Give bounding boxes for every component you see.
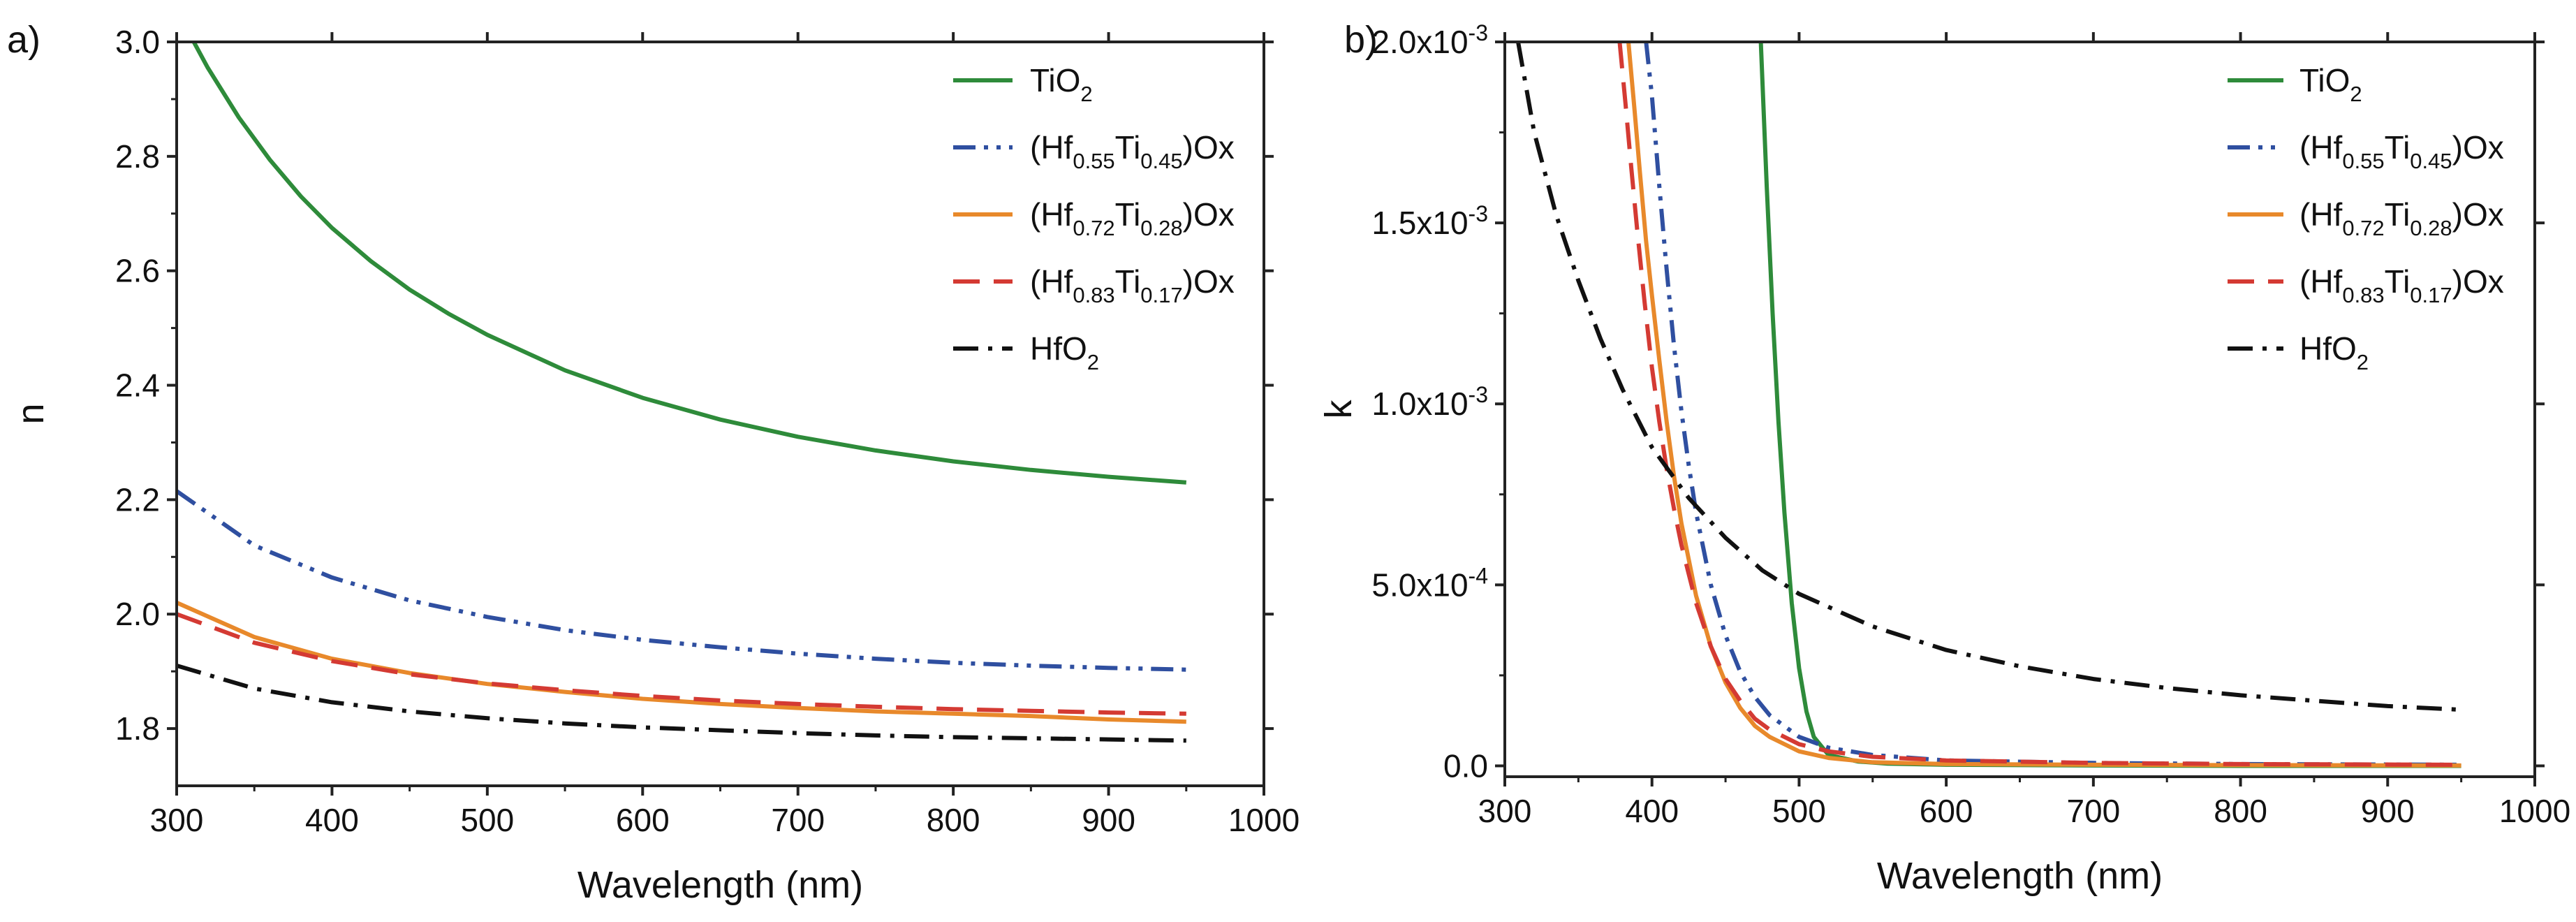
- panel-label: a): [7, 19, 41, 61]
- y-tick-label: 2.8: [115, 138, 160, 175]
- series-group: [1516, 42, 2461, 768]
- series-line: [177, 601, 1186, 724]
- legend: TiO2 (Hf0.55Ti0.45)Ox (Hf0.72Ti0.28)Ox (Hf0…: [2228, 62, 2504, 374]
- y-axis-label: n: [10, 403, 52, 424]
- x-tick-label: 900: [2361, 793, 2415, 829]
- y-tick-label: 1.5x10-3: [1371, 201, 1488, 241]
- legend-entry: TiO2: [1030, 62, 1093, 106]
- y-tick-label: 1.0x10-3: [1371, 382, 1488, 422]
- x-tick-label: 900: [1082, 802, 1135, 838]
- x-tick-label: 500: [1772, 793, 1826, 829]
- legend-entry: HfO2: [2299, 330, 2369, 374]
- y-tick-label: 5.0x10-4: [1371, 563, 1488, 603]
- panel-label: b): [1344, 19, 1378, 61]
- y-tick-label: 1.8: [115, 710, 160, 747]
- y-tick-label: 2.2: [115, 481, 160, 518]
- x-tick-label: 600: [616, 802, 670, 838]
- y-tick-label: 2.0: [115, 596, 160, 632]
- legend: TiO2 (Hf0.55Ti0.45)Ox (Hf0.72Ti0.28)Ox (Hf0…: [953, 62, 1235, 374]
- legend-entry: (Hf0.72Ti0.28)Ox: [1030, 196, 1235, 240]
- series-group: [177, 42, 1187, 743]
- x-tick-label: 300: [1478, 793, 1532, 829]
- series-line: [1617, 42, 2461, 767]
- legend-entry: (Hf0.83Ti0.17)Ox: [2299, 263, 2504, 307]
- x-tick-label: 300: [150, 802, 204, 838]
- x-tick-label: 1000: [1228, 802, 1300, 838]
- series-line: [177, 612, 1186, 716]
- legend-entry: (Hf0.55Ti0.45)Ox: [2299, 129, 2504, 173]
- x-tick-label: 700: [771, 802, 825, 838]
- x-tick-label: 1000: [2499, 793, 2570, 829]
- legend-entry: (Hf0.72Ti0.28)Ox: [2299, 196, 2504, 240]
- x-tick-label: 800: [927, 802, 980, 838]
- series-line: [1644, 42, 2461, 767]
- x-tick-label: 500: [460, 802, 514, 838]
- series-line: [177, 664, 1186, 743]
- x-tick-label: 700: [2066, 793, 2120, 829]
- legend-entry: TiO2: [2299, 62, 2362, 106]
- y-tick-label: 2.4: [115, 367, 160, 404]
- legend-entry: (Hf0.55Ti0.45)Ox: [1030, 129, 1235, 173]
- x-axis-label: Wavelength (nm): [1877, 855, 2163, 897]
- legend-entry: HfO2: [1030, 330, 1099, 374]
- x-tick-label: 800: [2214, 793, 2267, 829]
- x-tick-label: 600: [1920, 793, 1973, 829]
- y-tick-label: 3.0: [115, 24, 160, 60]
- x-tick-label: 400: [305, 802, 359, 838]
- y-tick-label: 0.0: [1443, 747, 1488, 784]
- series-line: [1516, 42, 2461, 712]
- y-tick-label: 2.0x10-3: [1371, 20, 1488, 60]
- series-line: [177, 489, 1186, 672]
- legend-entry: (Hf0.83Ti0.17)Ox: [1030, 263, 1235, 307]
- y-tick-label: 2.6: [115, 253, 160, 289]
- series-line: [191, 42, 1187, 485]
- panel-a: a) 300 400 500 600 700 800 900 1000 1.8 2.0 2.2 2.4 2…: [7, 19, 1300, 906]
- x-tick-label: 400: [1625, 793, 1679, 829]
- x-axis-label: Wavelength (nm): [577, 864, 863, 906]
- y-axis-label: k: [1318, 400, 1360, 419]
- panel-b: b) 300 400 500 600 700 800 900 1000 0.0 5.0x10-4 1.…: [1318, 19, 2570, 897]
